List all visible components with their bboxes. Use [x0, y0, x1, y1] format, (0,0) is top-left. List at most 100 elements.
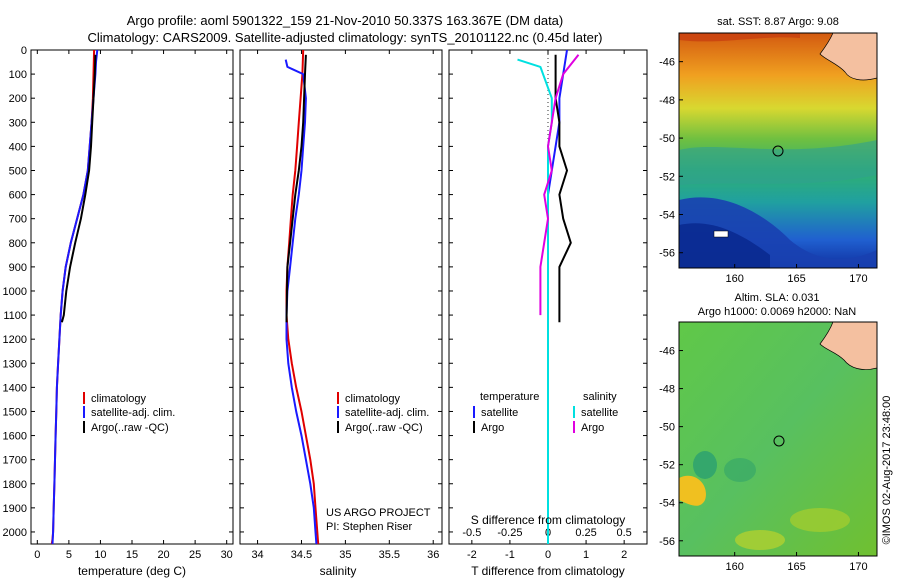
x-tick-label: 10 — [94, 549, 106, 561]
legend-label-climatology: climatology — [91, 393, 147, 405]
sst-map-panel: sat. SST: 8.87 Argo: 9.08 160 165 170 -46-… — [659, 16, 878, 285]
y-tick-label: 1500 — [3, 406, 27, 418]
salinity-series — [284, 49, 320, 545]
sla-map-image — [679, 322, 877, 556]
lat-tick-label: -50 — [659, 133, 675, 145]
salinity-x-ticks: 34 34.5 35 35.5 36 — [251, 50, 439, 561]
lat-tick-label: -50 — [659, 422, 675, 434]
credit-text: ©IMOS 02-Aug-2017 23:48:00 — [881, 396, 893, 545]
series-line-argo — [60, 54, 97, 323]
x-tick-label: 34 — [251, 549, 263, 561]
y-tick-label: 1600 — [3, 431, 27, 443]
temperature-plot-frame — [30, 49, 234, 545]
lon-tick-label: 160 — [726, 561, 744, 573]
float-position-marker — [772, 145, 784, 157]
float-position-marker — [773, 435, 785, 447]
y-tick-label: 1400 — [3, 382, 27, 394]
sst-map-lat-ticks: -46 -48 -50 -52 -54 -56 — [659, 57, 683, 260]
lat-tick-label: -56 — [659, 536, 675, 548]
x-tick-label: -2 — [467, 549, 477, 561]
series-line-argo_salinity — [539, 54, 580, 316]
series-line-satellite — [284, 59, 318, 545]
lat-tick-label: -48 — [659, 95, 675, 107]
temperature-x-label: temperature (deg C) — [78, 564, 186, 578]
y-tick-label: 300 — [9, 117, 27, 129]
legend-label-satellite: satellite-adj. clim. — [345, 407, 429, 419]
x-tick-label: 34.5 — [291, 549, 312, 561]
y-tick-label: 200 — [9, 93, 27, 105]
difference-y-ticks — [449, 49, 647, 533]
t-difference-x-label: T difference from climatology — [471, 564, 625, 578]
x-tick-label: 0 — [34, 549, 40, 561]
y-tick-label: 700 — [9, 214, 27, 226]
sst-map-title: sat. SST: 8.87 Argo: 9.08 — [717, 16, 839, 28]
lat-tick-label: -46 — [659, 346, 675, 358]
lat-tick-label: -54 — [659, 210, 675, 222]
legend-label-t-satellite: satellite — [481, 407, 518, 419]
temperature-legend: climatology satellite-adj. clim. Argo(..… — [83, 392, 175, 434]
header-line-2: Climatology: CARS2009. Satellite-adjuste… — [88, 30, 603, 45]
pi-annotation: PI: Stephen Riser — [326, 521, 413, 533]
x-tick-label: 36 — [427, 549, 439, 561]
lat-tick-label: -48 — [659, 384, 675, 396]
x-tick-label: 20 — [157, 549, 169, 561]
y-tick-label: 800 — [9, 238, 27, 250]
legend-label-t-argo: Argo — [481, 422, 504, 434]
y-tick-label: 100 — [9, 69, 27, 81]
lon-tick-label: 165 — [787, 561, 805, 573]
sla-map-frame — [678, 321, 878, 557]
lon-tick-label: 170 — [849, 561, 867, 573]
x-tick-label: 0 — [545, 549, 551, 561]
y-tick-label: 1200 — [3, 334, 27, 346]
temperature-x-ticks: 0 5 10 15 20 25 30 — [34, 50, 233, 561]
x-tick-label: 5 — [66, 549, 72, 561]
x-tick-label: -1 — [505, 549, 515, 561]
sla-map-title-1: Altim. SLA: 0.031 — [735, 292, 820, 304]
difference-x-ticks: -2 -1 0 1 2-0.5 -0.25 0 0.25 0.5 — [462, 50, 632, 561]
difference-panel: -2 -1 0 1 2-0.5 -0.25 0 0.25 0.5 T difference fr… — [448, 49, 648, 578]
legend-label-satellite: satellite-adj. clim. — [91, 407, 175, 419]
lon-tick-label: 165 — [787, 273, 805, 285]
y-tick-label: 1800 — [3, 479, 27, 491]
lat-tick-label: -46 — [659, 57, 675, 69]
header-line-1: Argo profile: aoml 5901322_159 21-Nov-20… — [127, 13, 564, 28]
salinity-panel: 34 34.5 35 35.5 36 salinity climatology sate… — [239, 49, 443, 578]
y-tick-label: 0 — [21, 45, 27, 57]
legend-label-s-argo: Argo — [581, 422, 604, 434]
x-tick-label: 35 — [339, 549, 351, 561]
x-tick-label: 30 — [221, 549, 233, 561]
sst-map-lon-ticks: 160 165 170 — [726, 264, 868, 285]
y-tick-label: 1100 — [3, 310, 27, 322]
s-x-tick-label: -0.25 — [497, 527, 522, 539]
y-tick-label: 1900 — [3, 503, 27, 515]
s-x-tick-label: 0.25 — [575, 527, 596, 539]
y-tick-label: 600 — [9, 190, 27, 202]
sla-map-panel: Altim. SLA: 0.031 Argo h1000: 0.0069 h20… — [659, 292, 878, 573]
lon-tick-label: 160 — [726, 273, 744, 285]
sla-map-lat-ticks: -46 -48 -50 -52 -54 -56 — [659, 346, 683, 548]
lat-tick-label: -56 — [659, 248, 675, 260]
y-tick-label: 1000 — [3, 286, 27, 298]
lat-tick-label: -52 — [659, 460, 675, 472]
sst-map-image — [679, 33, 877, 268]
salinity-legend: climatology satellite-adj. clim. Argo(..… — [337, 392, 429, 434]
salinity-y-ticks — [240, 49, 442, 533]
y-tick-label: 1700 — [3, 455, 27, 467]
x-tick-label: 25 — [189, 549, 201, 561]
project-annotation: US ARGO PROJECT — [326, 507, 431, 519]
y-tick-label: 400 — [9, 141, 27, 153]
temperature-series — [50, 49, 99, 545]
difference-legend: temperature salinity satellite Argo sate… — [473, 391, 618, 434]
y-tick-label: 2000 — [3, 527, 27, 539]
series-line-argo — [285, 54, 307, 323]
legend-title-temperature: temperature — [480, 391, 539, 403]
legend-label-climatology: climatology — [345, 393, 401, 405]
x-tick-label: 2 — [621, 549, 627, 561]
legend-label-argo: Argo(..raw -QC) — [345, 422, 423, 434]
lat-tick-label: -54 — [659, 498, 675, 510]
lat-tick-label: -52 — [659, 171, 675, 183]
y-tick-label: 900 — [9, 262, 27, 274]
y-tick-label: 1300 — [3, 358, 27, 370]
s-difference-x-label: S difference from climatology — [471, 513, 626, 527]
